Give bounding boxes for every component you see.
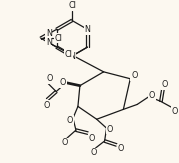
Text: N: N: [46, 38, 52, 47]
Text: Cl: Cl: [68, 1, 76, 10]
Text: N: N: [84, 25, 90, 34]
Text: Cl: Cl: [65, 50, 72, 59]
Text: Cl: Cl: [55, 34, 62, 43]
Text: O: O: [89, 133, 95, 142]
Text: O: O: [149, 91, 155, 100]
Text: O: O: [60, 78, 66, 87]
Text: N: N: [69, 52, 75, 60]
Text: O: O: [67, 116, 73, 125]
Text: O: O: [162, 80, 168, 89]
Text: O: O: [62, 138, 68, 148]
Text: N: N: [46, 29, 52, 38]
Text: O: O: [106, 125, 113, 134]
Text: O: O: [171, 107, 178, 116]
Text: O: O: [117, 144, 124, 153]
Text: O: O: [131, 71, 137, 80]
Text: O: O: [46, 74, 52, 83]
Text: O: O: [43, 101, 50, 110]
Text: O: O: [91, 148, 97, 157]
